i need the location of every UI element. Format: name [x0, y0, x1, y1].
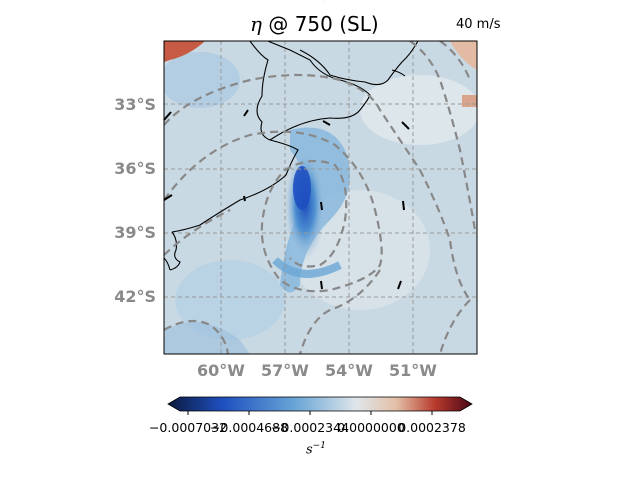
gridlines: [164, 41, 477, 354]
lon-label: 57°W: [261, 361, 309, 380]
colorbar-tick-label: −0.0007032: [148, 420, 228, 435]
colorbar-tick-label: 0.0002378: [398, 420, 466, 435]
lon-label: 60°W: [197, 361, 245, 380]
colorbar: [167, 396, 473, 415]
coastline: [164, 41, 419, 271]
lat-label: 42°S: [114, 287, 156, 306]
lat-label: 33°S: [114, 95, 156, 114]
lon-label: 54°W: [325, 361, 373, 380]
vorticity-field: [164, 41, 477, 354]
colorbar-unit-label: s−1: [306, 441, 326, 458]
colorbar-tick-label: 0.0000000: [337, 420, 405, 435]
arrow-right-icon: [323, 0, 325, 2]
lon-label: 51°W: [389, 361, 437, 380]
geopotential-contours: [164, 41, 477, 354]
colorbar-tick-label: −0.0004688: [209, 420, 289, 435]
lat-label: 39°S: [114, 223, 156, 242]
colorbar-tick-label: −0.0002344: [270, 420, 350, 435]
lat-label: 36°S: [114, 159, 156, 178]
map-title: η @ 750 (SL): [250, 12, 379, 36]
wind-arrows: [163, 109, 410, 290]
map-frame: [163, 40, 478, 355]
quiver-key-label: 40 m/s: [456, 17, 501, 32]
